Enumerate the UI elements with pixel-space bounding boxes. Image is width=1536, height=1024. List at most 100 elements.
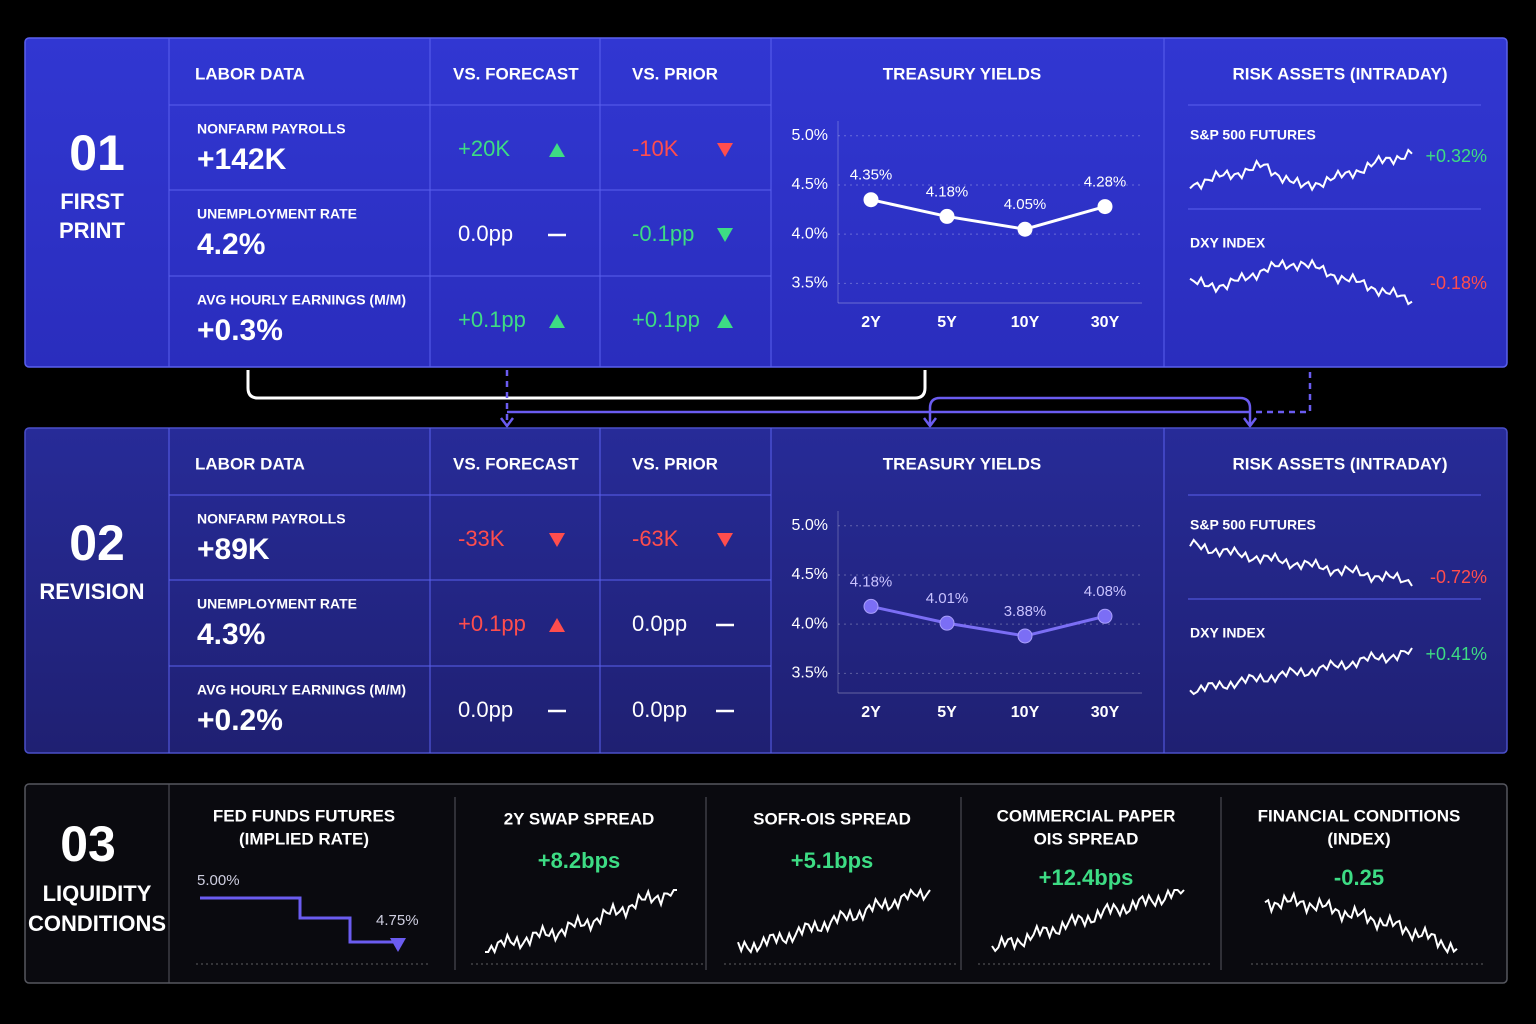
yield-line [870, 198, 1106, 231]
sparkline [1264, 890, 1458, 955]
sparkline [485, 888, 677, 955]
trend-down-icon [717, 533, 733, 547]
metric-value: 4.2% [197, 228, 265, 261]
arrow-head [500, 417, 514, 429]
connectors [246, 370, 1312, 429]
section-label: FIRST [60, 189, 124, 214]
asset-change: +0.32% [1425, 146, 1487, 166]
yield-point [939, 208, 955, 224]
section-label: PRINT [59, 218, 126, 243]
asset-change: -0.72% [1430, 567, 1487, 587]
x-tick-label: 30Y [1091, 314, 1120, 331]
metric-value: +0.3% [197, 314, 283, 347]
column-header: LABOR DATA [195, 64, 305, 83]
arrow-head [923, 417, 1257, 429]
data-label: 4.08% [1084, 583, 1127, 600]
section-panel [24, 783, 1508, 984]
x-tick-label: 10Y [1011, 704, 1040, 721]
data-label: 3.88% [1004, 603, 1047, 620]
delta-value: +0.1pp [632, 307, 700, 332]
delta-value: +20K [458, 136, 510, 161]
metric-title: SOFR-OIS SPREAD [753, 809, 911, 828]
column-header: LABOR DATA [195, 454, 305, 473]
delta-value: -0.1pp [632, 221, 694, 246]
data-label: 4.18% [926, 183, 969, 200]
metric-title: FED FUNDS FUTURES [213, 806, 395, 825]
delta-value: 0.0pp [458, 221, 513, 246]
metric-value: -0.25 [1334, 865, 1384, 890]
metric-name: UNEMPLOYMENT RATE [197, 206, 357, 222]
metric-value: +89K [197, 533, 270, 566]
metric-title: COMMERCIAL PAPER [997, 806, 1176, 825]
yield-point [1017, 221, 1033, 237]
delta-value: -33K [458, 526, 505, 551]
bracket-connector [246, 370, 927, 400]
panel-title: RISK ASSETS (INTRADAY) [1232, 454, 1447, 473]
y-tick-label: 4.0% [792, 615, 828, 632]
trend-up-icon [717, 314, 733, 328]
metric-value: 4.3% [197, 618, 265, 651]
metric-name: UNEMPLOYMENT RATE [197, 596, 357, 612]
asset-name: DXY INDEX [1190, 625, 1266, 641]
metric-name: NONFARM PAYROLLS [197, 121, 346, 137]
delta-value: 0.0pp [632, 697, 687, 722]
sparkline [1189, 538, 1413, 587]
y-tick-label: 5.0% [792, 517, 828, 534]
data-label: 4.18% [850, 573, 893, 590]
trend-down-icon [549, 533, 565, 547]
panel-title: RISK ASSETS (INTRADAY) [1232, 64, 1447, 83]
metric-value: +5.1bps [791, 848, 874, 873]
y-tick-label: 3.5% [792, 275, 828, 292]
asset-change: +0.41% [1425, 644, 1487, 664]
metric-name: NONFARM PAYROLLS [197, 511, 346, 527]
yield-point [1097, 608, 1113, 624]
data-label: 4.05% [1004, 196, 1047, 213]
delta-value: -63K [632, 526, 679, 551]
rate-label: 5.00% [197, 872, 240, 889]
x-tick-label: 2Y [861, 704, 881, 721]
metric-value: +12.4bps [1039, 865, 1134, 890]
y-tick-label: 5.0% [792, 127, 828, 144]
y-tick-label: 4.5% [792, 176, 828, 193]
column-header: VS. FORECAST [453, 64, 579, 83]
sparkline [991, 888, 1185, 953]
asset-name: S&P 500 FUTURES [1190, 517, 1316, 533]
section-number: 02 [69, 515, 125, 571]
metric-value: +0.2% [197, 704, 283, 737]
asset-change: -0.18% [1430, 273, 1487, 293]
delta-value: +0.1pp [458, 611, 526, 636]
delta-value: 0.0pp [632, 611, 687, 636]
dashed-connector [1252, 372, 1312, 414]
chart-title: TREASURY YIELDS [883, 454, 1041, 473]
delta-value: 0.0pp [458, 697, 513, 722]
trend-down-icon [717, 228, 733, 242]
x-tick-label: 30Y [1091, 704, 1120, 721]
step-line [200, 896, 398, 944]
y-tick-label: 4.0% [792, 225, 828, 242]
column-header: VS. FORECAST [453, 454, 579, 473]
yield-point [1017, 628, 1033, 644]
data-label: 4.01% [926, 590, 969, 607]
metric-name: AVG HOURLY EARNINGS (M/M) [197, 292, 406, 308]
y-tick-label: 3.5% [792, 665, 828, 682]
x-tick-label: 2Y [861, 314, 881, 331]
metric-title: 2Y SWAP SPREAD [504, 809, 655, 828]
trend-up-icon [549, 618, 565, 632]
metric-value: +142K [197, 143, 287, 176]
section-label: REVISION [39, 579, 144, 604]
yield-line [870, 604, 1106, 638]
metric-title: FINANCIAL CONDITIONS [1258, 806, 1461, 825]
yield-point [863, 192, 879, 208]
section-panel [24, 37, 1508, 368]
data-label: 4.28% [1084, 174, 1127, 191]
section-label: LIQUIDITY [43, 881, 152, 906]
sparkline [1189, 258, 1413, 306]
metric-value: +8.2bps [538, 848, 621, 873]
yield-point [1097, 199, 1113, 215]
trend-up-icon [549, 314, 565, 328]
delta-value: -10K [632, 136, 679, 161]
column-header: VS. PRIOR [632, 454, 718, 473]
